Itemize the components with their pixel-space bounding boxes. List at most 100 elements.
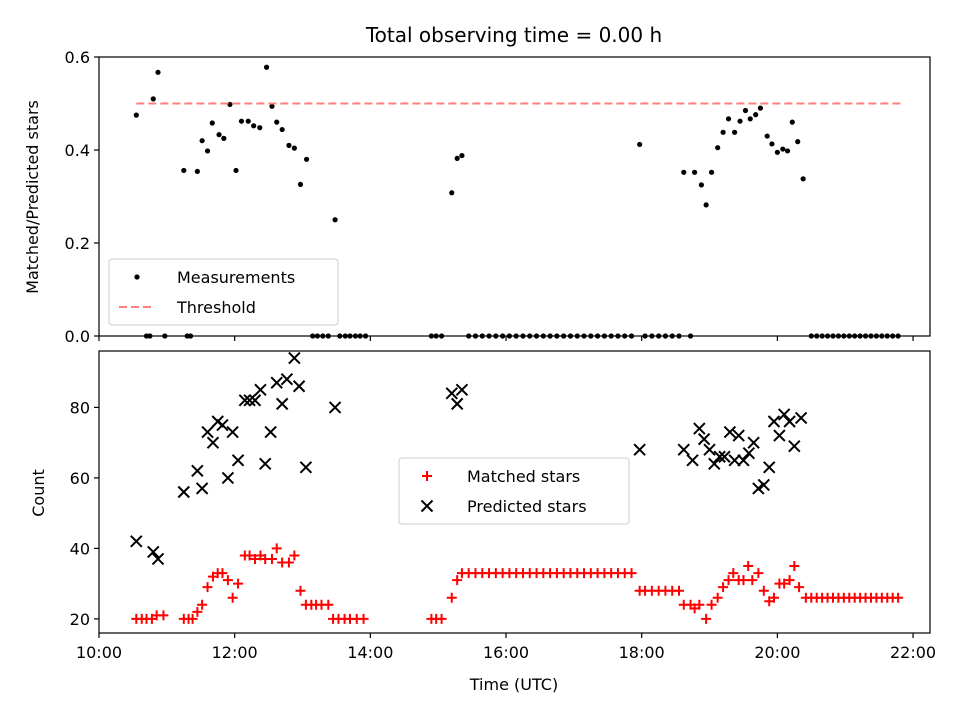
data-point — [728, 568, 739, 579]
data-point — [299, 461, 313, 474]
data-point — [708, 169, 715, 175]
data-point — [780, 146, 786, 152]
data-point — [450, 397, 464, 411]
data-point — [774, 149, 780, 155]
data-point — [747, 575, 758, 586]
data-point — [275, 397, 289, 411]
data-point — [763, 461, 776, 474]
data-point — [681, 169, 687, 175]
data-point — [637, 141, 643, 148]
data-point — [227, 101, 233, 108]
data-point — [254, 383, 267, 396]
x-tick-label: 16:00 — [483, 643, 529, 662]
x-axis-label: Time (UTC) — [469, 675, 558, 694]
data-point — [358, 613, 369, 624]
data-point — [221, 471, 235, 485]
data-point — [454, 155, 460, 161]
data-point — [191, 464, 204, 478]
data-point — [708, 457, 721, 471]
data-point — [133, 112, 139, 118]
data-point — [769, 141, 775, 147]
data-point — [286, 142, 292, 148]
data-point — [742, 107, 749, 114]
data-point — [187, 613, 198, 624]
data-point — [217, 568, 228, 579]
data-point — [703, 443, 716, 456]
data-point — [244, 550, 255, 561]
data-point — [723, 425, 737, 439]
data-point — [280, 372, 294, 386]
data-point — [445, 387, 458, 400]
legend-label: Matched stars — [467, 467, 580, 486]
data-point — [194, 168, 200, 174]
data-point — [718, 450, 731, 463]
y-tick-label: 80 — [70, 398, 90, 417]
data-point — [279, 126, 285, 133]
data-point — [728, 454, 741, 467]
data-point — [764, 133, 770, 139]
data-point — [784, 148, 791, 154]
legend-swatch — [134, 274, 140, 280]
bottom-y-axis: 20 40 60 80 — [70, 398, 99, 629]
data-point — [271, 543, 282, 554]
data-point — [626, 568, 637, 579]
data-point — [633, 443, 646, 456]
data-point — [693, 422, 706, 435]
data-point — [757, 105, 764, 111]
data-point — [238, 118, 245, 124]
y-tick-label: 40 — [70, 539, 90, 558]
data-point — [720, 129, 726, 135]
data-point — [222, 575, 233, 586]
top-x-axis — [98, 336, 914, 341]
data-point — [158, 610, 169, 621]
data-point — [738, 575, 749, 586]
data-point — [147, 545, 160, 559]
x-tick-label: 10:00 — [76, 643, 122, 662]
data-point — [459, 152, 465, 159]
data-point — [732, 429, 745, 442]
data-point — [258, 457, 272, 471]
data-point — [269, 103, 275, 109]
data-point — [698, 182, 704, 188]
data-point — [177, 485, 191, 499]
legend-box — [398, 457, 630, 525]
legend-label: Threshold — [176, 298, 256, 317]
data-point — [328, 401, 342, 414]
bottom-legend: Matched stars Predicted stars — [398, 457, 630, 525]
data-point — [706, 599, 717, 610]
data-point — [725, 116, 732, 122]
data-point — [197, 599, 208, 610]
data-point — [233, 167, 239, 174]
data-point — [783, 415, 796, 428]
data-point — [794, 411, 808, 425]
data-point — [452, 575, 463, 586]
data-point — [455, 383, 469, 396]
data-point — [767, 415, 781, 428]
data-point — [264, 425, 277, 439]
data-point — [248, 394, 262, 407]
legend-swatch — [420, 499, 434, 513]
x-tick-label: 12:00 — [212, 643, 258, 662]
x-tick-label: 22:00 — [890, 643, 936, 662]
top-plot-area — [133, 64, 903, 339]
data-point — [436, 613, 447, 624]
data-point — [773, 429, 786, 442]
bottom-axes: 20 40 60 80 10:00 12:00 14:00 16:00 18:00 20:00 2… — [29, 350, 936, 694]
top-axes: 0.0 0.2 0.4 0.6 Matched/Predicted stars Mea… — [23, 48, 931, 346]
data-point — [789, 561, 800, 572]
data-point — [449, 190, 455, 196]
data-point — [151, 552, 165, 566]
data-point — [155, 69, 161, 75]
data-point — [233, 578, 244, 589]
data-point — [216, 132, 222, 138]
data-point — [323, 599, 334, 610]
data-point — [289, 550, 300, 561]
data-point — [295, 585, 306, 596]
top-y-axis: 0.0 0.2 0.4 0.6 — [65, 48, 99, 346]
data-point — [753, 112, 759, 118]
y-tick-label: 0.2 — [65, 234, 90, 253]
data-point — [747, 116, 753, 122]
data-point — [257, 125, 263, 131]
data-point — [732, 129, 738, 135]
